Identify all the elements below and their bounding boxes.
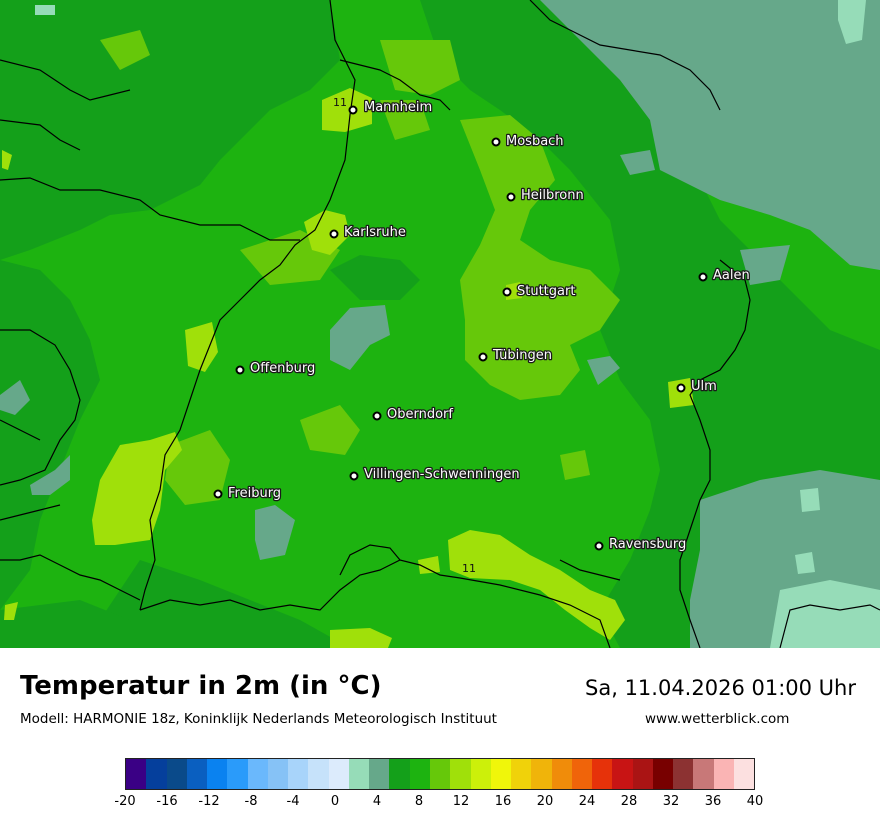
city-label-mannheim: Mannheim (364, 100, 432, 115)
city-label-tuebingen: Tübingen (492, 348, 552, 363)
contour-label-11-south: 11 (462, 562, 476, 575)
color-scale-swatch (409, 759, 430, 789)
color-scale-swatch (490, 759, 512, 789)
color-scale-tick-label: 28 (620, 794, 638, 809)
color-scale-swatch (571, 759, 593, 789)
color-scale-swatch (207, 759, 228, 789)
color-scale-swatch (146, 759, 167, 789)
color-scale-labels: -20 -16 -12 -8 -4 0 4 8 12 16 20 24 28 32 36 40 (114, 794, 763, 812)
temperature-map[interactable]: Mannheim Mosbach Heilbronn Karlsruhe Aal… (0, 0, 880, 648)
city-label-karlsruhe: Karlsruhe (344, 225, 406, 240)
city-label-ravensburg: Ravensburg (609, 537, 686, 552)
color-scale-tick-label: 8 (414, 794, 424, 809)
map-footer: Temperatur in 2m (in °C) Modell: HARMONI… (0, 648, 880, 830)
color-scale-swatch (288, 759, 309, 789)
color-scale-tick-label: 0 (330, 794, 340, 809)
color-scale-tick-label: 12 (452, 794, 470, 809)
color-scale-swatch (551, 759, 572, 789)
city-marker-freiburg[interactable]: Freiburg (213, 485, 282, 502)
city-marker-stuttgart[interactable]: Stuttgart (502, 283, 577, 300)
city-marker-villingen-schwenningen[interactable]: Villingen-Schwenningen (349, 466, 521, 483)
color-scale-tick-label: -8 (244, 794, 258, 809)
city-marker-ulm[interactable]: Ulm (676, 378, 718, 395)
color-scale-bar (125, 758, 755, 790)
city-label-oberndorf: Oberndorf (387, 407, 453, 422)
color-scale-swatch (308, 759, 329, 789)
city-label-heilbronn: Heilbronn (521, 188, 584, 203)
temperature-zone-11-12 (2, 88, 694, 648)
color-scale-swatch (348, 759, 370, 789)
color-scale-swatch (511, 759, 532, 789)
temperature-zone-2-4 (35, 0, 880, 648)
color-scale-tick-label: 40 (746, 794, 764, 809)
color-scale-tick-label: -20 (114, 794, 136, 809)
color-scale-swatch (632, 759, 653, 789)
color-scale-swatch (267, 759, 289, 789)
color-scale-swatch (186, 759, 208, 789)
color-scale-swatch (126, 759, 147, 789)
map-title: Temperatur in 2m (in °C) (20, 671, 382, 701)
website-link[interactable]: www.wetterblick.com (645, 711, 790, 727)
city-label-villingen-schwenningen: Villingen-Schwenningen (364, 467, 520, 482)
color-scale-swatch (470, 759, 491, 789)
map-canvas: Mannheim Mosbach Heilbronn Karlsruhe Aal… (0, 0, 880, 648)
forecast-datetime: Sa, 11.04.2026 01:00 Uhr (585, 676, 856, 700)
city-marker-ravensburg[interactable]: Ravensburg (594, 536, 688, 553)
city-marker-aalen[interactable]: Aalen (698, 267, 751, 284)
color-scale-swatch (693, 759, 714, 789)
city-marker-tuebingen[interactable]: Tübingen (478, 347, 553, 364)
color-scale-swatch (713, 759, 734, 789)
color-scale-swatch (328, 759, 349, 789)
model-source: Modell: HARMONIE 18z, Koninklijk Nederla… (20, 711, 497, 727)
color-scale-swatch (166, 759, 187, 789)
color-scale-tick-label: 16 (494, 794, 512, 809)
city-label-freiburg: Freiburg (228, 486, 281, 501)
color-scale-tick-label: -12 (198, 794, 220, 809)
city-markers: Mannheim Mosbach Heilbronn Karlsruhe Aal… (213, 99, 751, 553)
city-marker-mannheim[interactable]: Mannheim (348, 99, 433, 116)
color-scale-swatch (369, 759, 390, 789)
city-label-stuttgart: Stuttgart (517, 284, 575, 299)
color-scale-swatch (592, 759, 613, 789)
city-label-offenburg: Offenburg (250, 361, 315, 376)
city-label-mosbach: Mosbach (506, 134, 564, 149)
color-scale-swatch (227, 759, 248, 789)
color-scale-swatch (429, 759, 451, 789)
contour-label-11-north: 11 (333, 96, 347, 109)
city-marker-mosbach[interactable]: Mosbach (491, 133, 565, 150)
color-scale-tick-label: -16 (156, 794, 178, 809)
color-scale-swatch (389, 759, 410, 789)
color-scale-tick-label: 24 (578, 794, 596, 809)
color-scale-swatch (612, 759, 633, 789)
city-marker-karlsruhe[interactable]: Karlsruhe (329, 224, 407, 241)
city-label-aalen: Aalen (713, 268, 750, 283)
city-marker-heilbronn[interactable]: Heilbronn (506, 187, 585, 204)
border-lines (0, 0, 880, 648)
city-marker-offenburg[interactable]: Offenburg (235, 360, 317, 377)
color-scale-swatch (733, 759, 755, 789)
color-scale-tick-label: 20 (536, 794, 554, 809)
color-scale-swatch (531, 759, 552, 789)
color-scale-tick-label: -4 (286, 794, 300, 809)
color-scale-swatch (450, 759, 471, 789)
color-scale-swatch (673, 759, 694, 789)
color-scale-swatch (247, 759, 268, 789)
color-scale-tick-label: 36 (704, 794, 722, 809)
color-scale-swatch (652, 759, 674, 789)
city-marker-oberndorf[interactable]: Oberndorf (372, 406, 455, 423)
city-label-ulm: Ulm (691, 379, 717, 394)
color-scale-tick-label: 32 (662, 794, 680, 809)
color-scale-tick-label: 4 (372, 794, 382, 809)
